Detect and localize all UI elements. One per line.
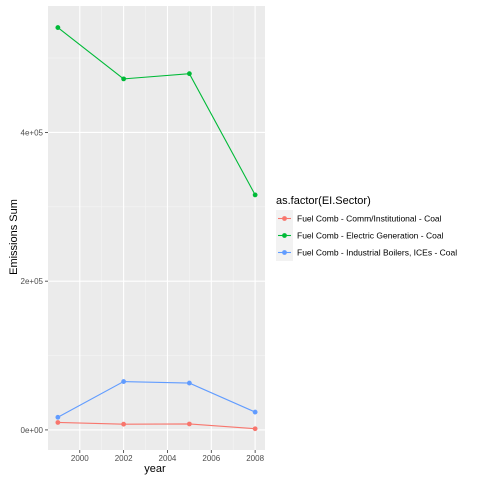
- x-axis: 2000 2002 2004 2006 2008: [71, 450, 265, 463]
- legend: as.factor(EI.Sector) Fuel Comb - Comm/In…: [276, 195, 457, 261]
- y-axis-title: Emissions Sum: [8, 199, 20, 275]
- series-2: [55, 25, 258, 198]
- data-point: [252, 426, 258, 432]
- x-tick-label: 2006: [202, 454, 220, 463]
- y-tick-label: 2e+05: [21, 277, 44, 286]
- series-layer: [55, 25, 258, 432]
- legend-label: Fuel Comb - Comm/Institutional - Coal: [297, 214, 442, 224]
- legend-item: Fuel Comb - Industrial Boilers, ICEs - C…: [276, 244, 457, 261]
- x-tick-label: 2004: [159, 454, 177, 463]
- data-point: [186, 71, 192, 77]
- data-point: [186, 380, 192, 386]
- data-point: [252, 192, 258, 198]
- y-tick-label: 0e+00: [21, 426, 44, 435]
- x-tick-label: 2008: [246, 454, 264, 463]
- data-point: [55, 420, 61, 425]
- data-point: [121, 379, 127, 384]
- legend-items: Fuel Comb - Comm/Institutional - Coal Fue…: [276, 210, 457, 261]
- data-point: [55, 25, 61, 30]
- series-line: [57, 381, 256, 418]
- x-axis-title: year: [144, 463, 166, 475]
- legend-item: Fuel Comb - Electric Generation - Coal: [276, 227, 444, 244]
- series-3: [55, 379, 258, 420]
- data-point: [186, 421, 192, 427]
- legend-key-point: [282, 216, 287, 221]
- series-1: [55, 420, 258, 432]
- legend-key-point: [282, 250, 287, 255]
- legend-item: Fuel Comb - Comm/Institutional - Coal: [276, 210, 442, 227]
- major-gridlines: [48, 6, 265, 450]
- series-line: [57, 27, 256, 196]
- data-point: [252, 409, 258, 415]
- x-tick-label: 2002: [115, 454, 133, 463]
- legend-key-point: [282, 233, 287, 238]
- data-point: [121, 421, 127, 427]
- series-line: [57, 421, 256, 430]
- data-point: [121, 76, 127, 82]
- x-tick-label: 2000: [71, 454, 89, 463]
- legend-label: Fuel Comb - Industrial Boilers, ICEs - C…: [297, 248, 457, 258]
- minor-gridlines: [48, 6, 265, 450]
- y-axis: 0e+00 2e+05 4e+05: [21, 128, 48, 435]
- legend-label: Fuel Comb - Electric Generation - Coal: [297, 231, 444, 241]
- legend-title: as.factor(EI.Sector): [276, 195, 371, 207]
- y-tick-label: 4e+05: [21, 128, 44, 137]
- plot-panel: [48, 6, 265, 450]
- data-point: [55, 414, 61, 420]
